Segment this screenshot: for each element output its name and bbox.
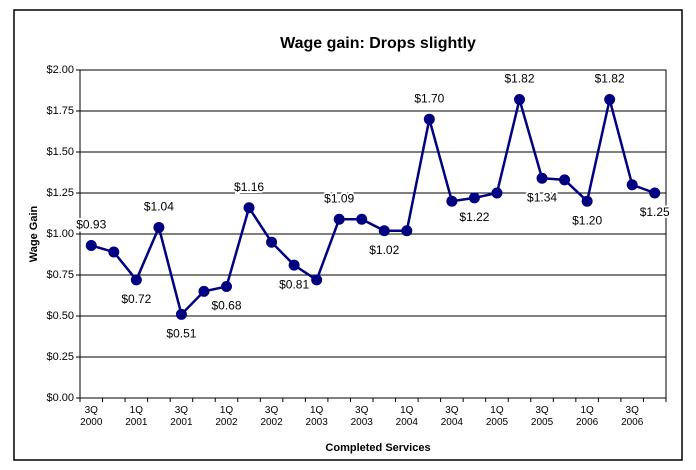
- x-tick-label: 1Q 2002: [215, 405, 238, 428]
- y-tick-label: $1.75: [46, 105, 74, 117]
- data-point: [626, 179, 638, 191]
- y-axis-title: Wage Gain: [28, 206, 40, 263]
- x-tick-label: 3Q 2000: [80, 405, 103, 428]
- y-tick-label: $1.50: [46, 146, 74, 158]
- data-point: [401, 225, 413, 237]
- y-tick-label: $1.25: [46, 187, 74, 199]
- x-tick-label: 1Q 2001: [125, 405, 148, 428]
- x-tick-label: 1Q 2004: [396, 405, 419, 428]
- y-tick-label: $1.00: [46, 228, 74, 240]
- data-label: $0.68: [211, 299, 241, 313]
- data-point: [649, 187, 661, 199]
- y-tick-label: $0.25: [46, 351, 74, 363]
- x-tick-label: 3Q 2002: [260, 405, 283, 428]
- x-tick-label: 1Q 2003: [306, 405, 329, 428]
- chart-title: Wage gain: Drops slightly: [280, 35, 476, 52]
- data-label: $0.81: [279, 277, 309, 291]
- data-point: [108, 246, 120, 258]
- data-label: $1.82: [595, 72, 625, 86]
- x-tick-label: 3Q 2003: [351, 405, 374, 428]
- data-point: [266, 236, 278, 248]
- data-point: [356, 213, 368, 225]
- data-point: [446, 195, 458, 207]
- x-tick-label: 3Q 2004: [441, 405, 464, 428]
- x-tick-label: 3Q 2006: [621, 405, 644, 428]
- data-label: $1.22: [459, 210, 489, 224]
- x-tick-label: 3Q 2005: [531, 405, 554, 428]
- data-label: $1.02: [369, 243, 399, 257]
- x-tick-label: 1Q 2005: [486, 405, 509, 428]
- data-point: [221, 280, 232, 292]
- data-point: [581, 195, 593, 207]
- data-point: [288, 259, 300, 271]
- data-point: [153, 221, 165, 233]
- data-point: [198, 285, 210, 297]
- data-label: $1.25: [640, 205, 670, 219]
- data-point: [333, 213, 345, 225]
- data-point: [378, 225, 390, 237]
- data-point: [604, 94, 616, 106]
- x-tick-label: 1Q 2006: [576, 405, 599, 428]
- data-point: [175, 308, 187, 320]
- x-tick-label: 3Q 2001: [170, 405, 193, 428]
- data-point: [491, 187, 503, 199]
- data-label: $0.72: [121, 292, 151, 306]
- y-tick-label: $0.00: [46, 392, 74, 404]
- data-label: $1.70: [414, 91, 444, 105]
- data-point: [559, 174, 571, 186]
- x-axis-title: Completed Services: [325, 442, 430, 454]
- data-point: [85, 239, 97, 251]
- data-label: $1.09: [324, 191, 354, 205]
- data-label: $1.20: [572, 213, 602, 227]
- data-label: $1.82: [504, 72, 534, 86]
- data-label: $0.51: [166, 327, 196, 341]
- data-label: $0.93: [76, 218, 106, 232]
- data-point: [130, 274, 142, 286]
- data-point: [468, 192, 480, 204]
- data-label: $1.34: [527, 190, 557, 204]
- data-label: $1.04: [144, 200, 174, 214]
- y-tick-label: $2.00: [46, 64, 74, 76]
- y-tick-label: $0.50: [46, 310, 74, 322]
- y-tick-label: $0.75: [46, 269, 74, 281]
- data-label: $1.16: [234, 180, 264, 194]
- data-point: [243, 202, 255, 214]
- data-point: [311, 274, 323, 286]
- data-point: [423, 113, 435, 125]
- data-point: [536, 172, 548, 184]
- data-point: [514, 94, 525, 106]
